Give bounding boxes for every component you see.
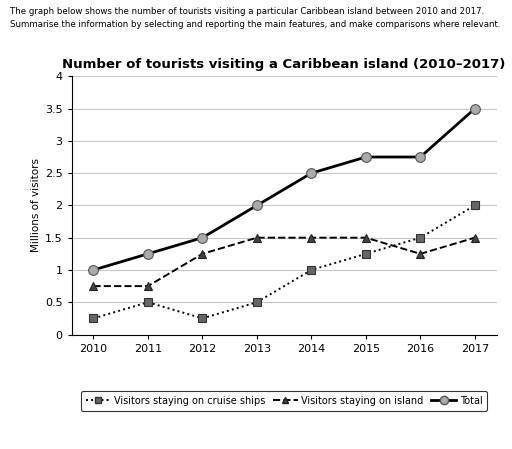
Y-axis label: Millions of visitors: Millions of visitors: [31, 158, 41, 252]
Legend: Visitors staying on cruise ships, Visitors staying on island, Total: Visitors staying on cruise ships, Visito…: [81, 391, 487, 411]
Text: The graph below shows the number of tourists visiting a particular Caribbean isl: The graph below shows the number of tour…: [10, 7, 484, 16]
Text: Summarise the information by selecting and reporting the main features, and make: Summarise the information by selecting a…: [10, 20, 501, 29]
Title: Number of tourists visiting a Caribbean island (2010–2017): Number of tourists visiting a Caribbean …: [62, 58, 506, 71]
